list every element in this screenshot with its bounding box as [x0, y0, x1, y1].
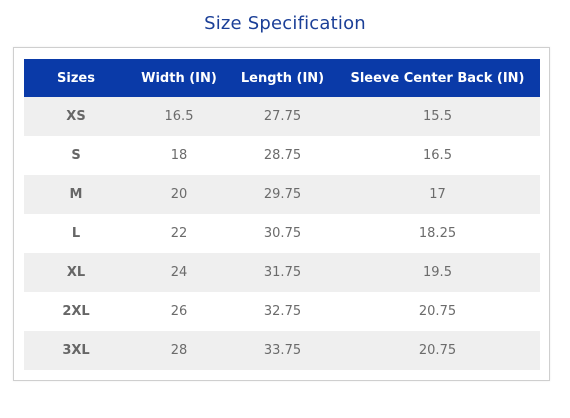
size-table: Sizes Width (IN) Length (IN) Sleeve Center … — [24, 59, 540, 370]
table-row: 2XL 26 32.75 20.75 — [24, 292, 540, 331]
value-cell: 26 — [170, 304, 188, 319]
size-cell: S — [71, 148, 81, 163]
table-container: Sizes Width (IN) Length (IN) Sleeve Center … — [13, 47, 550, 381]
table-row: L 22 30.75 18.25 — [24, 214, 540, 253]
value-cell: 18.25 — [418, 226, 457, 241]
header-cell: Length (IN) — [230, 59, 335, 97]
value-cell: 29.75 — [230, 175, 335, 214]
value-cell: 20.75 — [335, 331, 540, 370]
value-cell: 28 — [128, 331, 230, 370]
size-cell: XL — [24, 253, 128, 292]
value-cell: 33.75 — [230, 331, 335, 370]
size-cell: M — [24, 175, 128, 214]
size-cell: 2XL — [62, 304, 90, 319]
header-cell: Sleeve Center Back (IN) — [335, 59, 540, 97]
title: Size Specification — [204, 13, 366, 34]
value-cell: 22 — [170, 226, 188, 241]
value-cell: 30.75 — [263, 226, 302, 241]
value-cell: 15.5 — [335, 97, 540, 136]
header-cell: Width (IN) — [128, 59, 230, 97]
value-cell: 16.5 — [128, 97, 230, 136]
size-cell: L — [71, 226, 81, 241]
table-row: M 20 29.75 17 — [24, 175, 540, 214]
size-cell: 3XL — [24, 331, 128, 370]
value-cell: 32.75 — [263, 304, 302, 319]
value-cell: 19.5 — [335, 253, 540, 292]
table-row: XS 16.5 27.75 15.5 — [24, 97, 540, 136]
value-cell: 20 — [128, 175, 230, 214]
value-cell: 20.75 — [418, 304, 457, 319]
header-cell: Sizes — [24, 59, 128, 97]
table-row: S 18 28.75 16.5 — [24, 136, 540, 175]
table-row: XL 24 31.75 19.5 — [24, 253, 540, 292]
table-row: 3XL 28 33.75 20.75 — [24, 331, 540, 370]
size-cell: XS — [24, 97, 128, 136]
value-cell: 17 — [335, 175, 540, 214]
value-cell: 28.75 — [263, 148, 302, 163]
value-cell: 24 — [128, 253, 230, 292]
value-cell: 18 — [170, 148, 188, 163]
value-cell: 31.75 — [230, 253, 335, 292]
value-cell: 27.75 — [230, 97, 335, 136]
header-row: Sizes Width (IN) Length (IN) Sleeve Center … — [24, 59, 540, 97]
value-cell: 16.5 — [423, 148, 452, 163]
